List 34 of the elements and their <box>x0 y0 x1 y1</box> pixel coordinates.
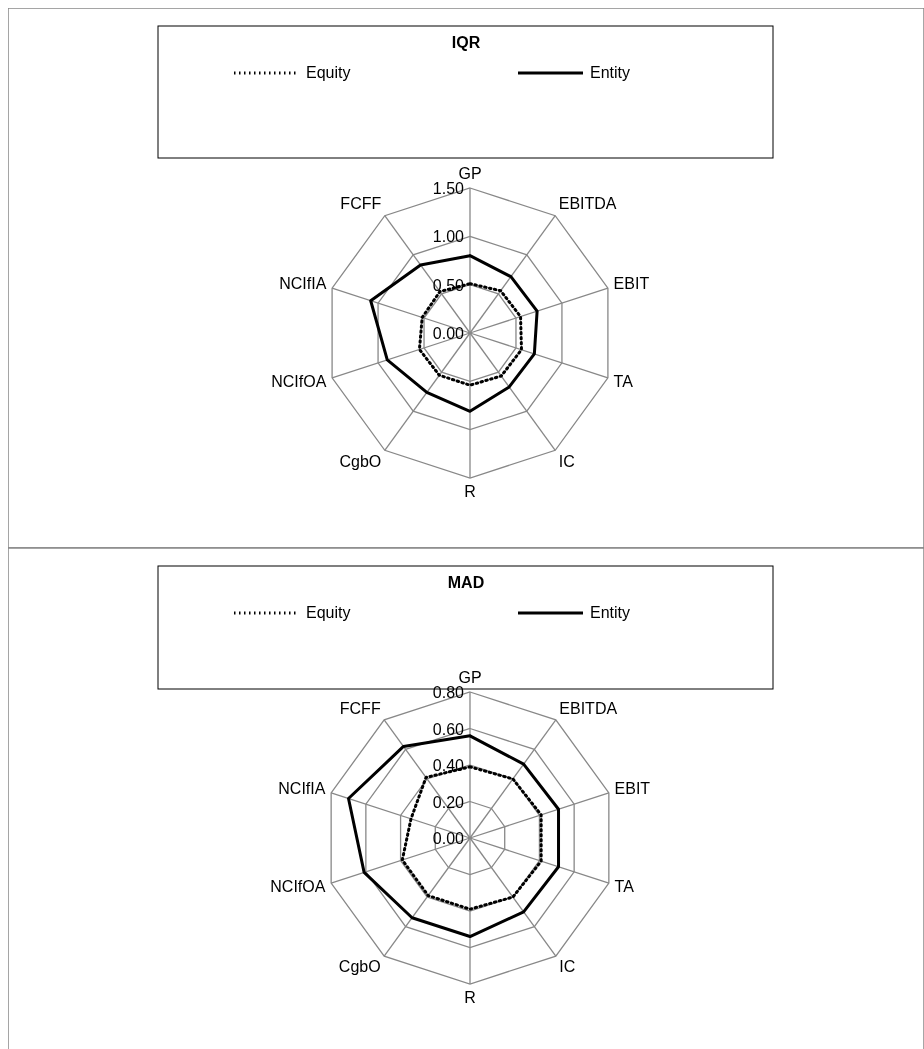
spoke-label: IC <box>559 958 576 976</box>
legend-label: Entity <box>590 604 631 621</box>
spoke-label: EBIT <box>613 274 650 292</box>
spoke-label: NCIfIA <box>278 779 326 797</box>
y-tick-label: 0.20 <box>432 793 465 811</box>
spoke-label: TA <box>614 878 635 896</box>
legend-label: Entity <box>590 64 631 81</box>
spoke-label: GP <box>458 669 482 686</box>
spoke-label: EBIT <box>614 779 651 797</box>
y-tick-label: 0.40 <box>432 757 465 774</box>
chart-title: IQR <box>451 34 481 51</box>
spoke-label: CgbO <box>338 958 381 976</box>
y-tick-label: 0.60 <box>432 720 465 738</box>
spoke-label: R <box>464 989 476 1006</box>
spoke-label: NCIfOA <box>271 373 327 391</box>
spoke-label: FCFF <box>339 699 381 717</box>
spoke-label: GP <box>458 165 482 182</box>
spoke-label: EBITDA <box>559 699 618 717</box>
spoke-label: TA <box>613 373 634 391</box>
spoke-label: NCIfIA <box>279 274 327 292</box>
spoke-label: IC <box>558 452 575 470</box>
y-tick-label: 1.50 <box>432 180 465 197</box>
y-tick-label: 0.00 <box>432 830 465 847</box>
legend-label: Equity <box>306 604 351 621</box>
legend-label: Equity <box>306 64 351 81</box>
spoke-label: EBITDA <box>558 195 617 213</box>
spoke-label: CgbO <box>339 452 382 470</box>
y-tick-label: 0.00 <box>432 325 465 342</box>
spoke-label: NCIfOA <box>270 878 326 896</box>
spoke-label: R <box>464 483 476 500</box>
y-tick-label: 0.80 <box>432 684 465 701</box>
chart-title: MAD <box>447 574 485 591</box>
spoke-label: FCFF <box>340 195 382 213</box>
y-tick-label: 1.00 <box>432 228 465 246</box>
